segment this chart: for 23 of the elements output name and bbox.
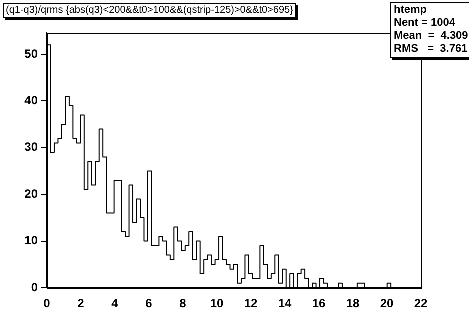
x-tick-label: 8: [180, 296, 187, 311]
x-tick-label: 6: [146, 296, 153, 311]
y-tick-label: 30: [24, 140, 38, 154]
x-tick-label: 22: [414, 296, 428, 311]
text: htemp: [394, 4, 428, 17]
y-tick-label: 40: [24, 94, 38, 108]
x-tick-label: 10: [210, 296, 224, 311]
y-tick-label: 10: [24, 234, 38, 248]
x-tick-label: 4: [112, 296, 119, 311]
y-tick-label: 0: [31, 280, 38, 294]
chart-title: (q1-q3)/qrms {abs(q3)<200&&t0>100&&(qstrip-125)>0&&t0>695}: [3, 3, 296, 18]
x-tick-label: 18: [346, 296, 360, 311]
text: Nent = 1004: [394, 17, 456, 30]
x-tick-label: 20: [380, 296, 394, 311]
annotation: RMS = 3.761: [394, 43, 468, 56]
x-tick-label: 14: [278, 296, 292, 311]
x-tick-label: 0: [44, 296, 51, 311]
y-tick-label: 20: [24, 186, 38, 201]
x-tick-label: 12: [244, 296, 258, 311]
annotation: Mean = 4.309: [394, 30, 468, 43]
y-tick-label: 50: [24, 46, 38, 61]
x-tick-label: 16: [312, 296, 326, 311]
x-tick-label: 2: [78, 296, 85, 311]
